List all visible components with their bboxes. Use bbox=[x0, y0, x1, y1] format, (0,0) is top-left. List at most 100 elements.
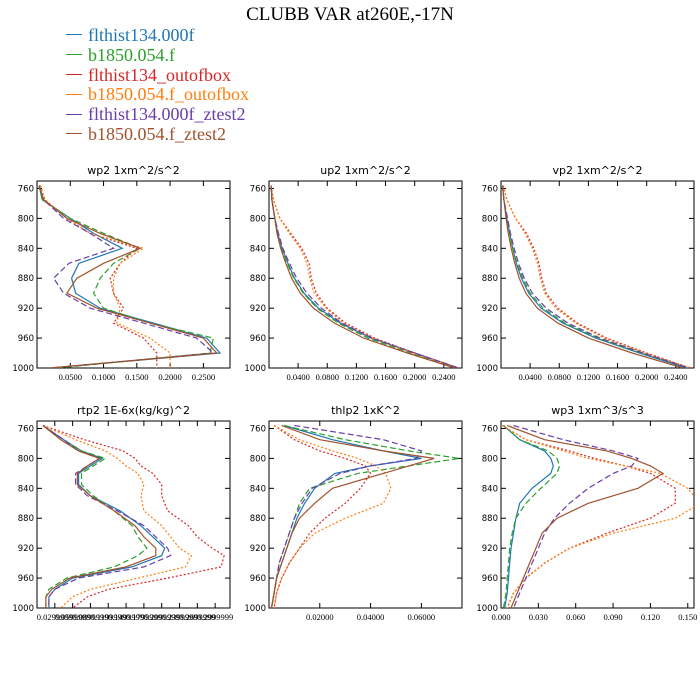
x-tick-label: 0.0400 bbox=[286, 372, 309, 382]
y-tick-label: 960 bbox=[18, 574, 34, 584]
y-tick-label: 960 bbox=[250, 334, 266, 344]
series-line bbox=[38, 185, 215, 368]
y-tick-label: 880 bbox=[18, 514, 34, 524]
panel-title: vp2 1xm^2/s^2 bbox=[552, 164, 642, 177]
y-tick-label: 960 bbox=[18, 334, 34, 344]
y-tick-label: 760 bbox=[482, 184, 498, 194]
x-tick-label: 0.1199999 bbox=[90, 612, 126, 622]
series-line bbox=[270, 185, 459, 368]
y-tick-label: 760 bbox=[250, 424, 266, 434]
legend-swatch bbox=[66, 133, 82, 135]
legend-item: b1850.054.f_outofbox bbox=[66, 84, 249, 105]
series-line bbox=[42, 425, 148, 608]
y-tick-label: 800 bbox=[250, 454, 266, 464]
series-line bbox=[38, 185, 222, 368]
plot-frame bbox=[36, 420, 231, 609]
x-tick-label: 0.000 bbox=[491, 612, 510, 622]
x-tick-label: 0.2000 bbox=[158, 372, 181, 382]
x-tick-label: 0.030 bbox=[529, 612, 548, 622]
legend-label: flthist134.000f_ztest2 bbox=[88, 104, 246, 125]
x-tick-label: 0.0899999 bbox=[72, 612, 108, 622]
series-line bbox=[38, 185, 215, 368]
y-tick-label: 920 bbox=[18, 304, 34, 314]
chart-panel: wp2 1xm^2/s^2 760 800 840 880 920 960 1000 0.050… bbox=[12, 164, 231, 382]
series-line bbox=[501, 424, 676, 608]
y-tick-label: 960 bbox=[482, 574, 498, 584]
series-line bbox=[270, 424, 423, 608]
y-tick-label: 760 bbox=[250, 184, 266, 194]
x-tick-label: 0.060 bbox=[566, 612, 585, 622]
x-tick-label: 0.1000 bbox=[92, 372, 115, 382]
chart-panel: thlp2 1xK^2 760 800 840 880 920 960 1000 0.02000… bbox=[244, 404, 463, 622]
x-tick-label: 0.02000 bbox=[306, 612, 334, 622]
panel-title: wp3 1xm^3/s^3 bbox=[551, 404, 644, 417]
chart-panel: up2 1xm^2/s^2 760 800 840 880 920 960 1000 0.040… bbox=[244, 164, 463, 382]
x-tick-label: 0.1200 bbox=[345, 372, 368, 382]
y-tick-label: 800 bbox=[482, 214, 498, 224]
chart-panel: rtp2 1E-6x(kg/kg)^2 760 800 840 880 920 960 100… bbox=[12, 404, 233, 622]
y-tick-label: 1000 bbox=[476, 364, 498, 374]
series-line bbox=[502, 425, 561, 608]
y-tick-label: 840 bbox=[250, 244, 266, 254]
series-line bbox=[501, 185, 684, 368]
y-tick-label: 880 bbox=[250, 274, 266, 284]
x-tick-label: 0.0500 bbox=[59, 372, 82, 382]
y-tick-label: 880 bbox=[250, 514, 266, 524]
y-tick-label: 960 bbox=[250, 574, 266, 584]
panel-title: up2 1xm^2/s^2 bbox=[320, 164, 411, 177]
x-tick-label: 0.04000 bbox=[357, 612, 385, 622]
x-tick-label: 0.090 bbox=[604, 612, 623, 622]
legend-label: b1850.054.f bbox=[88, 44, 175, 65]
legend-label: b1850.054.f_outofbox bbox=[88, 84, 249, 105]
series-line bbox=[39, 185, 171, 368]
series-line bbox=[270, 185, 455, 368]
x-tick-label: 0.150 bbox=[678, 612, 697, 622]
y-tick-label: 840 bbox=[250, 484, 266, 494]
x-tick-label: 0.2000 bbox=[403, 372, 426, 382]
x-tick-label: 0.1499999 bbox=[108, 612, 144, 622]
series-line bbox=[270, 185, 459, 368]
y-tick-label: 920 bbox=[250, 304, 266, 314]
x-tick-label: 0.1600 bbox=[374, 372, 397, 382]
series-line bbox=[42, 424, 225, 608]
y-tick-label: 800 bbox=[18, 214, 34, 224]
chart-panel: vp2 1xm^2/s^2 760 800 840 880 920 960 1000 0.040… bbox=[476, 164, 695, 382]
series-line bbox=[501, 185, 687, 368]
y-tick-label: 800 bbox=[482, 454, 498, 464]
x-tick-label: 0.1500 bbox=[125, 372, 148, 382]
series-line bbox=[42, 425, 157, 608]
x-tick-label: 0.06000 bbox=[408, 612, 436, 622]
series-line bbox=[270, 424, 435, 608]
panel-title: rtp2 1E-6x(kg/kg)^2 bbox=[77, 404, 190, 417]
legend-swatch bbox=[66, 113, 82, 115]
series-line bbox=[270, 185, 459, 368]
x-tick-label: 0.0400 bbox=[518, 372, 541, 382]
legend-item: flthist134.000f_ztest2 bbox=[66, 104, 249, 125]
series-line bbox=[270, 185, 459, 368]
x-tick-label: 0.0800 bbox=[316, 372, 339, 382]
series-line bbox=[501, 185, 690, 368]
x-tick-label: 0.0800 bbox=[548, 372, 571, 382]
x-tick-label: 0.120 bbox=[641, 612, 660, 622]
plot-frame bbox=[500, 180, 695, 369]
series-line bbox=[270, 185, 455, 368]
legend-item: flthist134.000f bbox=[66, 25, 249, 46]
chart-panel: wp3 1xm^3/s^3 760 800 840 880 920 960 10000.000… bbox=[476, 404, 697, 622]
panel-title: thlp2 1xK^2 bbox=[331, 404, 400, 417]
series-line bbox=[506, 424, 665, 608]
y-tick-label: 920 bbox=[250, 544, 266, 554]
plot-frame bbox=[500, 420, 695, 609]
y-tick-label: 760 bbox=[18, 424, 34, 434]
legend-swatch bbox=[66, 73, 82, 75]
y-tick-label: 840 bbox=[18, 484, 34, 494]
series-line bbox=[502, 185, 691, 368]
x-tick-label: 0.2699999 bbox=[179, 612, 215, 622]
series-line bbox=[501, 185, 690, 368]
x-tick-label: 0.2500 bbox=[192, 372, 215, 382]
y-tick-label: 760 bbox=[18, 184, 34, 194]
series-line bbox=[42, 425, 172, 608]
plot-frame bbox=[268, 180, 463, 369]
y-tick-label: 840 bbox=[482, 484, 498, 494]
y-tick-label: 920 bbox=[18, 544, 34, 554]
x-tick-label: 0.2999999 bbox=[197, 612, 233, 622]
